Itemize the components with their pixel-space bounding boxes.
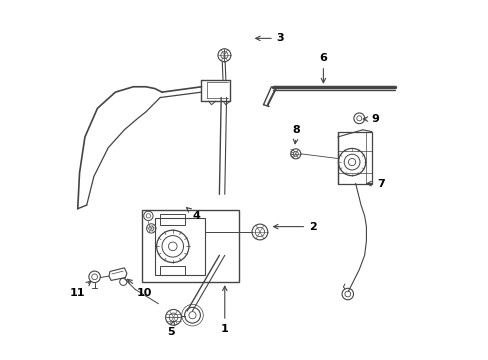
Bar [160, 214, 185, 225]
Text: 4: 4 [186, 208, 200, 221]
Text: 2: 2 [273, 222, 316, 231]
Text: 5: 5 [167, 321, 175, 337]
Text: 3: 3 [255, 33, 284, 43]
Text: 8: 8 [292, 125, 300, 144]
Text: 10: 10 [127, 279, 152, 298]
Text: 1: 1 [221, 286, 228, 334]
Text: 11: 11 [69, 281, 91, 298]
Text: 9: 9 [363, 114, 379, 124]
Text: 7: 7 [366, 179, 384, 189]
Bar [142, 211, 239, 282]
Text: 6: 6 [319, 53, 326, 83]
Bar [160, 266, 185, 275]
Bar [155, 218, 204, 275]
Bar [337, 132, 371, 184]
